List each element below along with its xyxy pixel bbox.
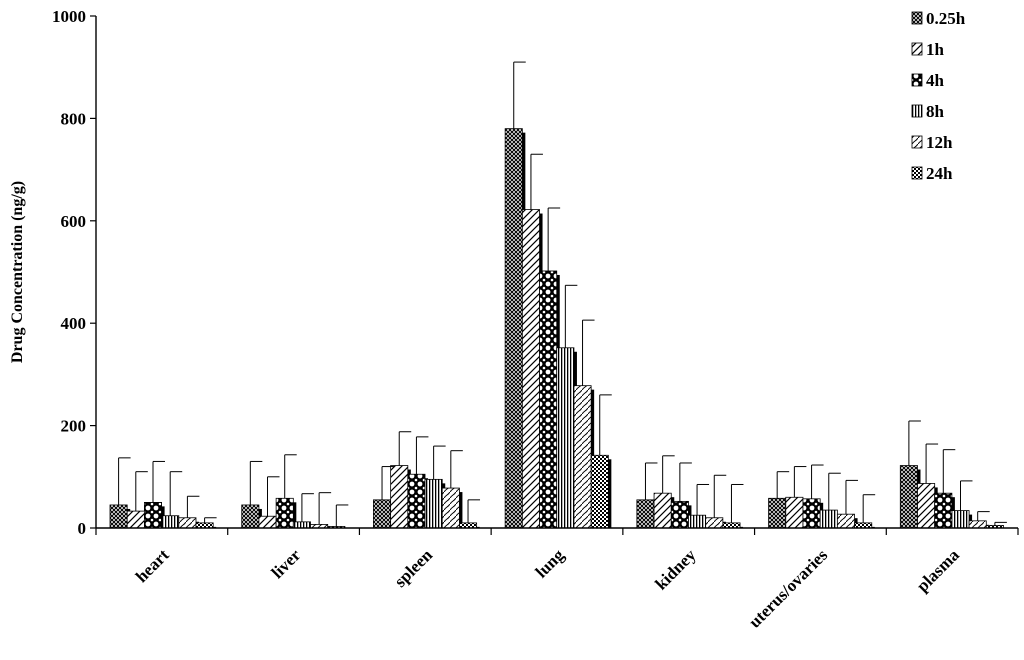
bar-1h-kidney <box>653 492 672 529</box>
bar-1h-spleen <box>390 465 409 529</box>
y-tick-label: 600 <box>61 212 87 231</box>
bar-4h-liver <box>275 497 294 529</box>
x-category-label: liver <box>268 545 305 582</box>
legend-label: 12h <box>926 133 953 152</box>
legend-swatch-12h <box>911 135 923 149</box>
bar-0.25h-kidney <box>636 499 655 529</box>
bar-12h-plasma <box>968 520 987 529</box>
bar-0.25h-heart <box>109 504 128 529</box>
legend-swatch-24h <box>911 166 923 180</box>
bar-0.25h-spleen <box>373 499 392 529</box>
bar-8h-lung <box>556 347 575 529</box>
error-bars-layer <box>118 61 1007 527</box>
bar-12h-heart <box>178 517 197 529</box>
bar-4h-plasma <box>934 492 953 529</box>
y-tick-label: 200 <box>61 417 87 436</box>
x-category-label: plasma <box>913 545 964 596</box>
bar-8h-plasma <box>951 510 970 529</box>
y-axis-label: Drug Concentration (ng/g) <box>9 181 26 363</box>
bar-1h-uterus/ovaries <box>785 496 804 529</box>
bar-0.25h-liver <box>241 504 260 529</box>
x-category-label: kidney <box>651 545 700 594</box>
y-tick-label: 800 <box>61 109 87 128</box>
bar-8h-uterus/ovaries <box>819 509 838 529</box>
y-tick-label: 1000 <box>52 7 86 26</box>
bar-0.25h-lung <box>504 128 523 529</box>
x-category-label: lung <box>532 545 569 582</box>
bar-1h-lung <box>521 209 540 529</box>
legend-swatch-8h <box>911 104 923 118</box>
x-category-label: spleen <box>391 545 437 591</box>
legend-label: 1h <box>926 40 945 59</box>
bar-24h-kidney <box>722 522 741 529</box>
bar-8h-liver <box>292 521 311 529</box>
bar-24h-uterus/ovaries <box>854 522 873 529</box>
bar-8h-kidney <box>688 514 707 529</box>
legend: 0.25h 1h 4h 8h 12h 24h <box>911 9 966 183</box>
bar-12h-lung <box>573 385 592 529</box>
bar-24h-spleen <box>459 522 478 529</box>
legend-label: 8h <box>926 102 945 121</box>
bar-12h-uterus/ovaries <box>836 513 855 529</box>
y-tick-label: 400 <box>61 314 87 333</box>
bar-4h-kidney <box>670 500 689 529</box>
axes-layer <box>95 16 1018 529</box>
bar-4h-heart <box>143 501 162 529</box>
x-category-labels: heart liver spleen lung kidney uterus/ovaries… <box>95 528 1019 632</box>
y-tick-labels: 0 200 400 600 800 1000 <box>52 7 96 538</box>
bar-24h-heart <box>195 522 214 529</box>
bar-1h-plasma <box>917 483 936 529</box>
legend-swatch-4h <box>911 73 923 87</box>
bar-0.25h-uterus/ovaries <box>768 497 787 529</box>
legend-swatch-1h <box>911 42 923 56</box>
legend-label: 24h <box>926 164 953 183</box>
bar-4h-lung <box>539 270 558 529</box>
bar-1h-liver <box>258 515 277 529</box>
y-tick-label: 0 <box>78 519 87 538</box>
bar-0.25h-plasma <box>899 465 918 529</box>
bars-layer <box>109 128 1004 529</box>
bar-8h-spleen <box>424 478 443 529</box>
legend-swatch-0.25h <box>911 11 923 25</box>
x-category-label: heart <box>132 545 173 586</box>
bar-8h-heart <box>161 515 180 529</box>
bar-12h-spleen <box>441 487 460 529</box>
legend-label: 0.25h <box>926 9 966 28</box>
bar-4h-uterus/ovaries <box>802 498 821 529</box>
bar-4h-spleen <box>407 473 426 529</box>
bar-12h-kidney <box>705 517 724 529</box>
bar-24h-lung <box>590 454 609 529</box>
bar-1h-heart <box>126 510 145 529</box>
legend-label: 4h <box>926 71 945 90</box>
x-category-label: uterus/ovaries <box>745 545 831 631</box>
